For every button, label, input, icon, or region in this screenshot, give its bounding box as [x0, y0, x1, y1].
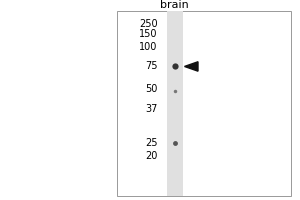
Text: brain: brain [160, 0, 189, 10]
Text: 25: 25 [145, 138, 158, 148]
Text: 250: 250 [139, 19, 158, 29]
Text: 20: 20 [145, 151, 158, 161]
Bar [167, 11, 183, 196]
Bar [117, 11, 291, 196]
Text: 50: 50 [145, 84, 158, 94]
Text: 37: 37 [145, 104, 158, 114]
Text: 75: 75 [145, 61, 158, 71]
Text: 100: 100 [139, 42, 158, 52]
Polygon shape [184, 62, 198, 71]
Text: 150: 150 [139, 29, 158, 39]
